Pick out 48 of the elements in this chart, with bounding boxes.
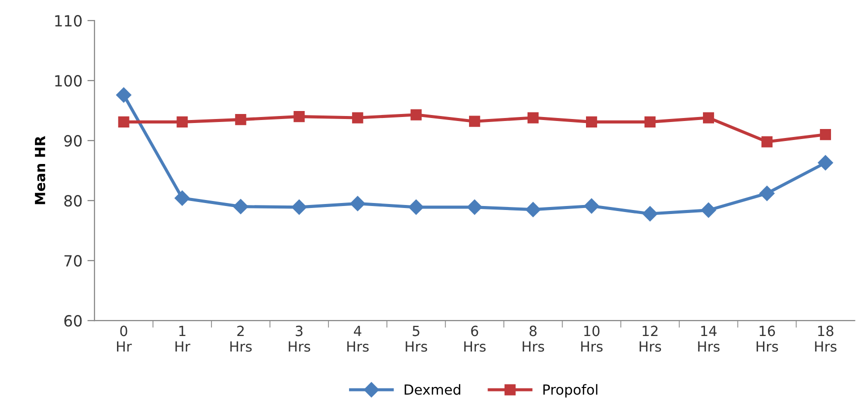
x-tick-label: 10 Hrs <box>581 326 603 352</box>
point <box>408 200 424 215</box>
point <box>642 206 658 222</box>
point <box>584 198 600 214</box>
point <box>469 116 480 127</box>
y-tick-label: 80 <box>64 195 82 207</box>
point <box>174 190 190 206</box>
point <box>702 112 714 124</box>
x-tick-label: 18 Hrs <box>815 326 836 352</box>
point <box>352 112 364 124</box>
x-tick-label: 3 Hrs <box>288 326 310 352</box>
y-tick-label: 70 <box>64 255 82 267</box>
x-tick-label: 0 Hr <box>117 326 132 352</box>
point <box>350 196 366 212</box>
point <box>292 200 307 215</box>
legend-label: Dexmed <box>404 384 460 395</box>
x-tick-label: 5 Hrs <box>406 326 428 352</box>
x-tick-label: 12 Hrs <box>640 326 662 352</box>
point <box>410 109 422 120</box>
y-axis-title: Mean HR <box>34 136 46 204</box>
y-tick-label: 110 <box>55 15 82 27</box>
point <box>528 112 539 124</box>
point <box>233 199 248 214</box>
x-tick-label: 2 Hrs <box>230 326 252 352</box>
y-tick-label: 90 <box>64 135 82 147</box>
x-tick-label: 4 Hrs <box>347 326 369 352</box>
point <box>761 136 773 148</box>
legend-label: Propofol <box>543 384 598 398</box>
point <box>176 116 188 128</box>
point <box>820 129 832 140</box>
point <box>759 186 775 201</box>
x-tick-label: 6 Hrs <box>464 326 486 352</box>
x-tick-label: 1 Hr <box>175 326 190 352</box>
y-tick-label: 100 <box>55 75 82 87</box>
x-tick-label: 14 Hrs <box>698 326 720 352</box>
y-tick-label: 60 <box>64 315 82 327</box>
x-tick-label: 8 Hrs <box>522 326 544 352</box>
point <box>294 111 305 122</box>
point <box>235 114 246 126</box>
x-tick-label: 16 Hrs <box>756 326 778 352</box>
point <box>467 200 482 215</box>
point <box>116 87 132 103</box>
point <box>644 116 656 128</box>
point <box>818 155 834 170</box>
point <box>586 116 598 128</box>
point <box>118 116 130 128</box>
point <box>700 202 716 218</box>
point <box>526 202 541 218</box>
